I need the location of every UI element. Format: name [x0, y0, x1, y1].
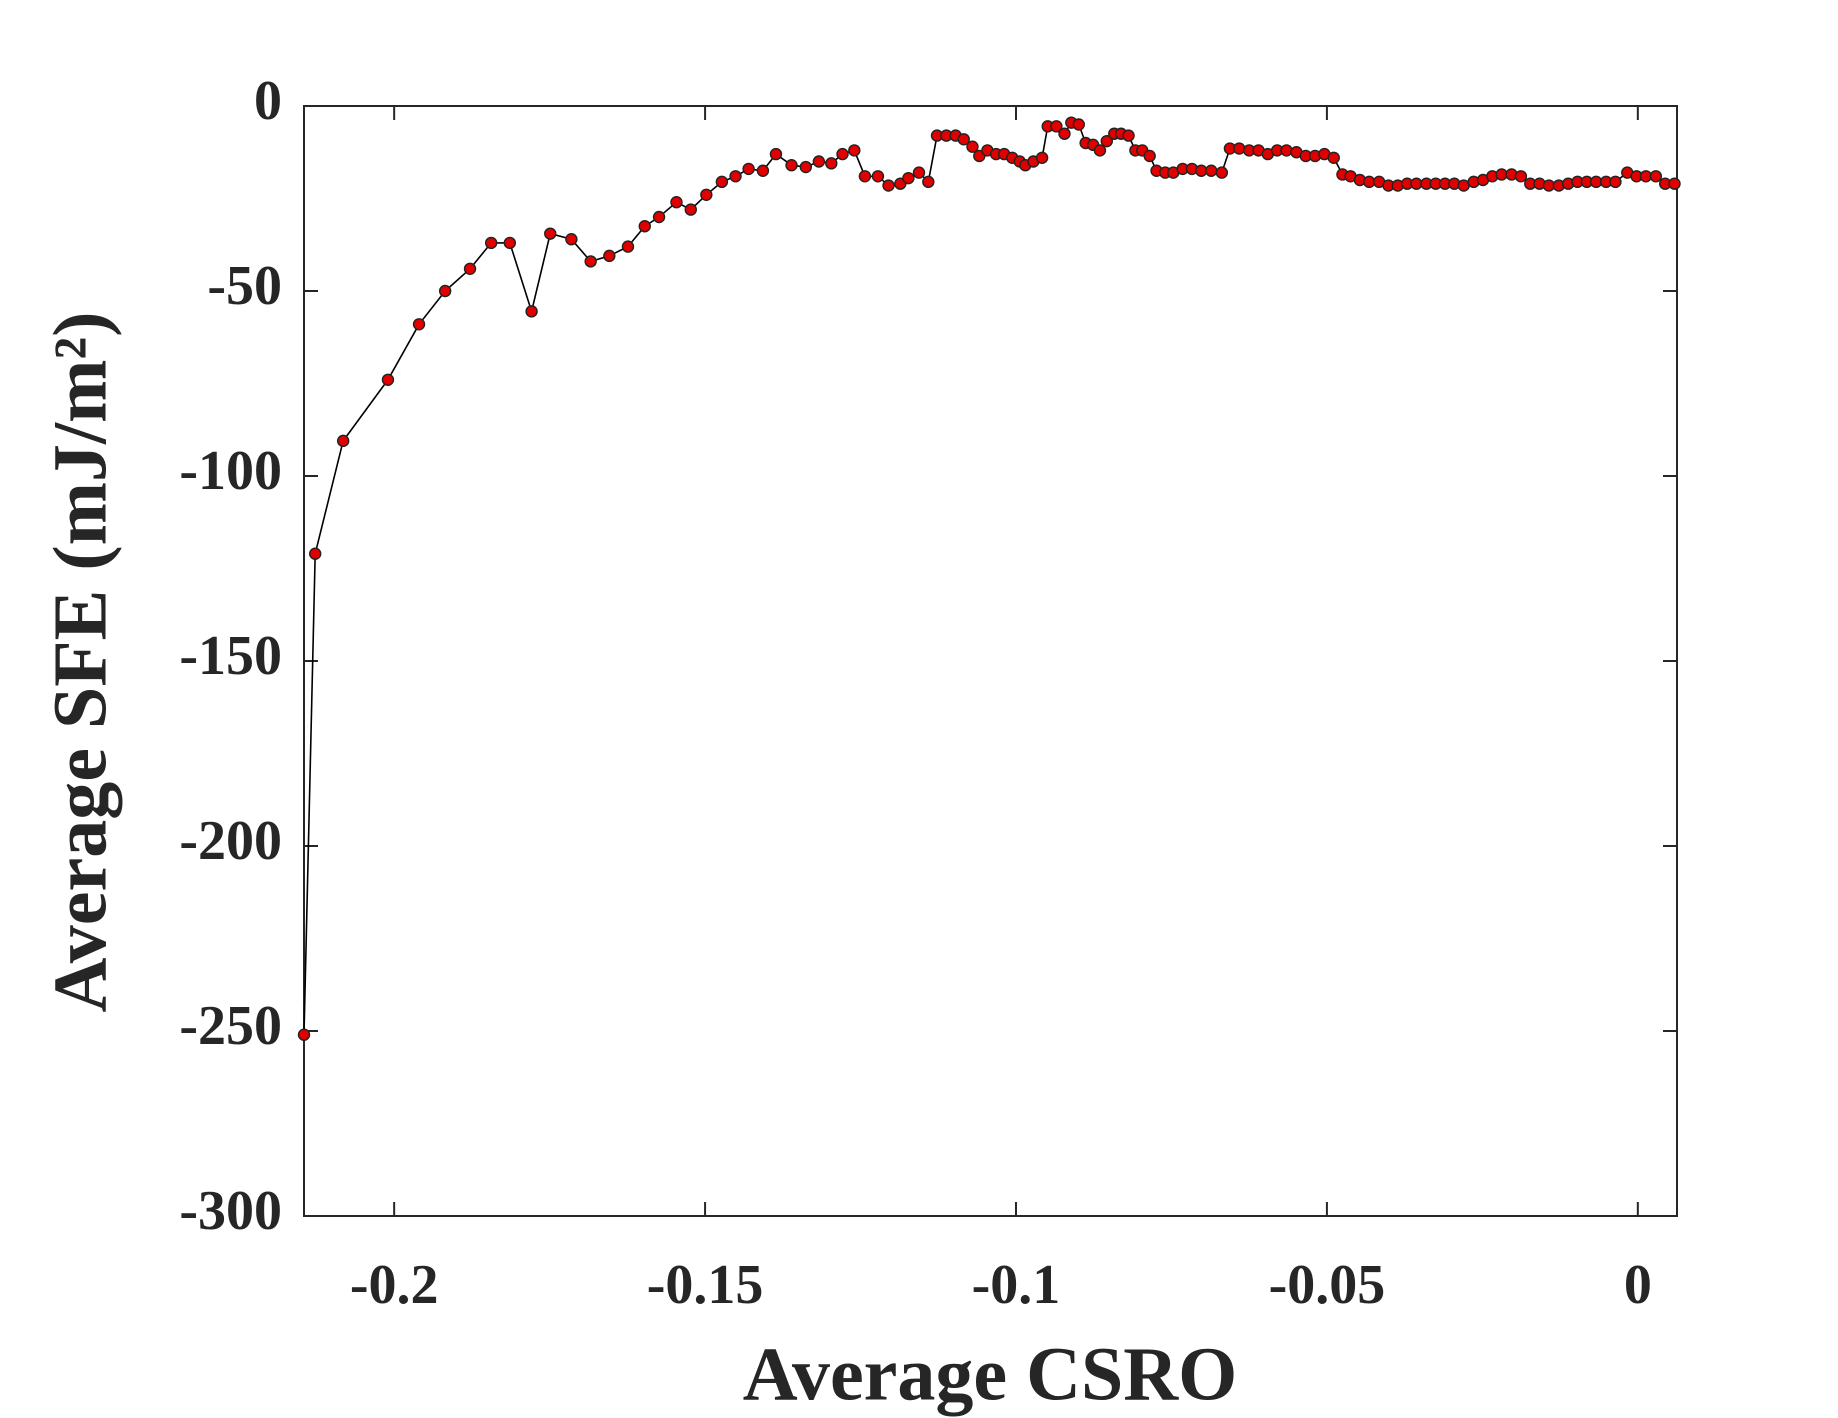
- y-tick-label: 0: [254, 70, 282, 132]
- data-point: [912, 166, 926, 179]
- plot-frame: [303, 105, 1678, 1217]
- data-point: [836, 147, 849, 161]
- data-point: [1280, 144, 1293, 157]
- y-tick-label: -100: [179, 440, 282, 502]
- data-point: [412, 318, 426, 331]
- data-point: [1327, 151, 1340, 165]
- data-point: [1514, 170, 1528, 183]
- data-point: [308, 547, 322, 560]
- x-tick-label: -0.15: [647, 1254, 764, 1316]
- data-point: [463, 262, 477, 275]
- series-line: [303, 121, 1675, 1035]
- data-point: [438, 284, 452, 298]
- data-point: [1093, 144, 1107, 157]
- data-point: [1058, 127, 1071, 140]
- x-tick-label: -0.1: [972, 1254, 1061, 1316]
- data-point: [1609, 175, 1622, 189]
- data-point: [882, 179, 895, 192]
- data-point: [799, 160, 813, 174]
- data-point: [381, 373, 395, 386]
- data-point: [1215, 166, 1229, 179]
- data-point: [715, 175, 729, 189]
- data-point: [902, 171, 915, 185]
- x-tick-label: -0.2: [350, 1254, 439, 1316]
- x-tick-label: -0.05: [1269, 1254, 1386, 1316]
- data-point: [1143, 149, 1156, 163]
- data-point: [812, 155, 826, 168]
- data-point: [1668, 177, 1681, 190]
- x-axis-title: Average CSRO: [743, 1332, 1238, 1416]
- data-point: [565, 232, 578, 246]
- data-point: [638, 220, 651, 233]
- data-point: [922, 175, 935, 189]
- data-point: [670, 195, 683, 209]
- data-point: [1072, 118, 1085, 131]
- data-point: [1100, 134, 1113, 148]
- data-point: [297, 1028, 311, 1041]
- data-point: [1649, 170, 1663, 183]
- data-point: [336, 434, 350, 448]
- data-point: [729, 170, 742, 183]
- data-point: [484, 236, 498, 250]
- data-point: [742, 162, 755, 176]
- y-tick-label: -200: [179, 810, 282, 872]
- y-tick-label: -50: [207, 255, 282, 317]
- data-point: [1205, 164, 1218, 177]
- data-point: [1050, 120, 1063, 133]
- data-point: [684, 203, 697, 216]
- data-point: [756, 164, 770, 177]
- data-point: [957, 133, 970, 146]
- data-point: [621, 240, 635, 253]
- data-point: [652, 210, 666, 224]
- data-point: [1035, 151, 1049, 165]
- data-point: [544, 227, 557, 240]
- y-tick-label: -250: [179, 995, 282, 1057]
- data-point: [503, 236, 517, 250]
- y-tick-label: -150: [179, 625, 282, 687]
- data-point: [785, 158, 798, 172]
- data-point: [1122, 129, 1135, 142]
- data-point: [769, 147, 783, 161]
- data-point: [603, 249, 616, 263]
- data-point: [825, 157, 838, 170]
- data-point: [700, 188, 713, 202]
- data-point: [848, 144, 861, 157]
- data-point: [871, 170, 885, 183]
- data-point: [525, 305, 538, 318]
- data-point: [858, 170, 872, 183]
- y-tick-label: -300: [179, 1180, 282, 1242]
- data-point: [1233, 142, 1246, 155]
- x-tick-label: 0: [1624, 1254, 1652, 1316]
- data-point: [966, 140, 979, 153]
- y-axis-title: Average SFE (mJ/m²): [38, 312, 122, 1013]
- data-point: [584, 255, 597, 268]
